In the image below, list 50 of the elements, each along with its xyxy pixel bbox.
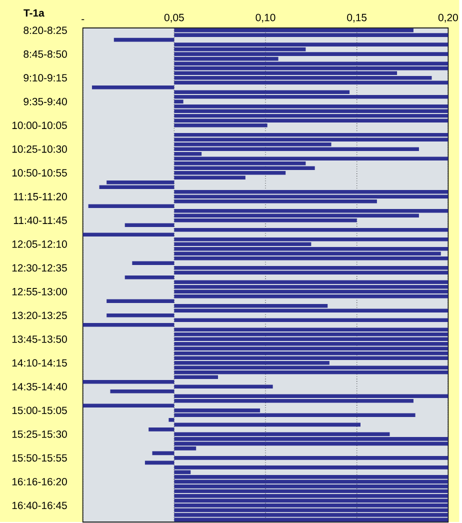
bar xyxy=(174,328,448,332)
bar xyxy=(168,418,174,422)
x-tick-label: 0,15 xyxy=(347,14,367,22)
bar xyxy=(132,261,174,266)
bar xyxy=(114,38,174,42)
bar xyxy=(106,313,174,318)
y-tick-label: 10:25-10:30 xyxy=(12,145,68,153)
x-tick-label: 0,05 xyxy=(164,14,184,22)
y-tick-label: 9:35-9:40 xyxy=(24,98,68,106)
bar xyxy=(174,228,448,232)
y-tick-label: 15:50-15:55 xyxy=(12,454,68,462)
bar xyxy=(83,404,174,408)
y-tick-label: 14:10-14:15 xyxy=(12,359,68,367)
y-tick-label: 8:45-8:50 xyxy=(24,50,68,58)
bar xyxy=(88,204,174,208)
x-tick-label: - xyxy=(82,19,84,20)
bar xyxy=(110,390,174,394)
bar xyxy=(174,422,361,427)
y-tick-label: 10:00-10:05 xyxy=(12,122,68,130)
bar xyxy=(145,460,174,465)
y-tick-label: 8:20-8:25 xyxy=(24,26,68,34)
bar xyxy=(125,223,174,228)
y-tick-label: 15:25-15:30 xyxy=(12,430,68,438)
bar xyxy=(174,384,273,389)
x-tick-label: 0,10 xyxy=(256,14,276,22)
x-tick-label: 0,20 xyxy=(438,14,458,22)
y-tick-label: 12:05-12:10 xyxy=(12,240,68,248)
chart-title: T-1a xyxy=(24,9,45,17)
bar xyxy=(83,322,174,327)
y-tick-label: 14:35-14:40 xyxy=(12,382,68,390)
bar xyxy=(148,428,174,432)
bar xyxy=(83,232,174,237)
y-tick-label: 15:00-15:05 xyxy=(12,406,68,414)
bar xyxy=(174,318,448,322)
y-tick-label: 10:50-10:55 xyxy=(12,169,68,177)
y-tick-label: 13:20-13:25 xyxy=(12,312,68,320)
y-tick-label: 13:45-13:50 xyxy=(12,335,68,343)
y-tick-label: 9:10-9:15 xyxy=(24,74,68,82)
bar xyxy=(106,299,174,304)
y-tick-label: 11:15-11:20 xyxy=(14,192,68,200)
y-tick-label: 16:40-16:45 xyxy=(12,502,68,510)
bar xyxy=(83,380,174,384)
y-tick-label: 12:30-12:35 xyxy=(12,264,68,272)
bar xyxy=(125,275,174,280)
bar xyxy=(152,451,174,456)
bar xyxy=(92,85,174,90)
y-tick-label: 11:40-11:45 xyxy=(14,216,68,224)
y-tick-label: 12:55-13:00 xyxy=(12,288,68,296)
bar xyxy=(174,456,448,460)
y-tick-label: 16:16-16:20 xyxy=(12,478,68,486)
